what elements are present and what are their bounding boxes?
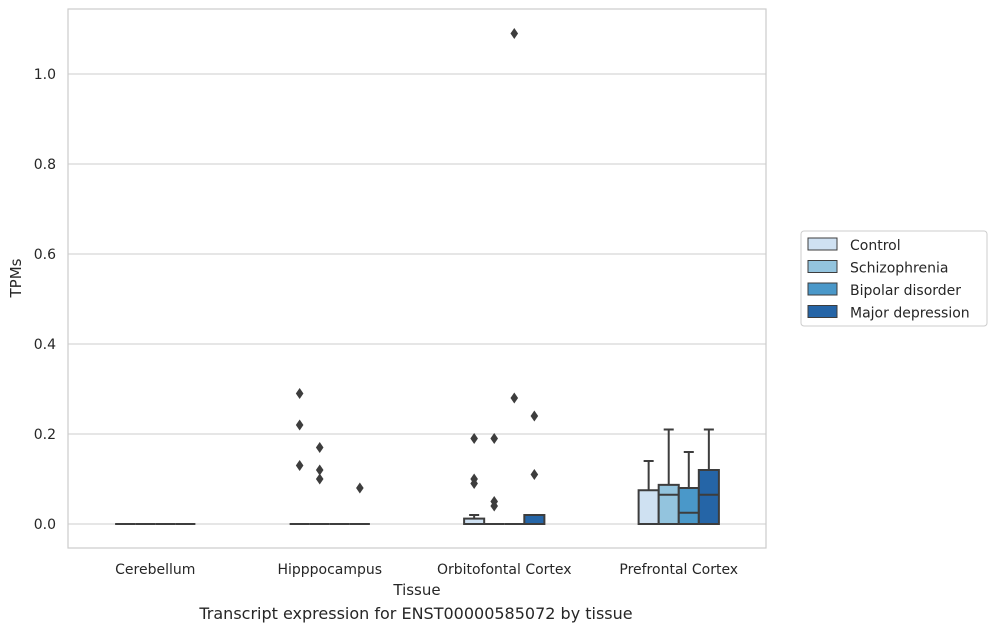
y-tick-label: 0.0	[34, 517, 56, 533]
outlier-point	[470, 433, 478, 444]
y-axis-label: TPMs	[7, 258, 25, 298]
outlier-point	[490, 433, 499, 444]
box	[484, 433, 505, 525]
legend-swatch	[807, 237, 838, 251]
outlier-point	[470, 473, 478, 485]
legend-label: Control	[850, 238, 901, 254]
legend: Control Schizophrenia Bipolar disorder Majo…	[800, 230, 988, 327]
box	[697, 428, 720, 525]
outlier-point	[295, 460, 304, 471]
x-tick-label: Orbitofontal Cortex	[437, 562, 572, 578]
y-tick-label: 0.4	[34, 337, 56, 353]
legend-swatch	[807, 305, 838, 318]
x-tick-label: Hipppocampus	[277, 562, 382, 578]
box-series	[115, 28, 720, 526]
box-body	[677, 487, 700, 525]
box	[504, 28, 525, 525]
series-schizophrenia	[135, 428, 680, 526]
y-tick-label: 1.0	[34, 67, 56, 83]
gridlines	[68, 73, 766, 525]
box	[637, 460, 660, 525]
legend-swatch	[807, 282, 838, 296]
outlier-point	[295, 388, 304, 399]
box	[523, 410, 546, 525]
box-body	[697, 469, 720, 525]
series-control	[115, 388, 660, 525]
box	[657, 428, 680, 526]
box	[309, 442, 330, 525]
series-bipolar-disorder	[155, 28, 700, 525]
box-body	[657, 483, 680, 526]
legend-label: Bipolar disorder	[850, 283, 961, 299]
y-tick-label: 0.2	[34, 427, 56, 443]
outlier-point	[315, 464, 324, 476]
outlier-point	[530, 410, 539, 422]
figure-caption: Transcript expression for ENST0000058507…	[199, 604, 633, 623]
legend-frame	[800, 230, 988, 327]
outlier-point	[510, 392, 519, 404]
box	[349, 482, 370, 525]
outlier-point	[490, 496, 499, 507]
x-axis-label: Tissue	[392, 581, 440, 599]
y-axis-ticks: 0.0 0.2 0.4 0.6 0.8 1.0	[34, 67, 56, 533]
outlier-point	[530, 469, 539, 480]
outlier-point	[356, 482, 364, 494]
x-axis-ticks: Cerebellum Hipppocampus Orbitofontal Corte…	[115, 562, 738, 578]
box	[289, 388, 310, 525]
box-body	[523, 514, 546, 525]
box-body	[637, 489, 660, 525]
box	[463, 433, 486, 525]
outlier-point	[510, 28, 519, 39]
plot-frame	[67, 8, 767, 549]
series-major-depression	[175, 410, 720, 525]
box	[677, 451, 700, 525]
outlier-point	[315, 442, 324, 453]
legend-swatch	[807, 260, 838, 273]
legend-label: Major depression	[850, 306, 970, 322]
x-tick-label: Prefrontal Cortex	[619, 562, 738, 578]
y-tick-label: 0.8	[34, 157, 56, 173]
legend-label: Schizophrenia	[850, 261, 948, 277]
outlier-point	[315, 473, 324, 485]
outlier-point	[295, 419, 304, 431]
x-tick-label: Cerebellum	[115, 562, 195, 578]
y-tick-label: 0.6	[34, 247, 56, 263]
